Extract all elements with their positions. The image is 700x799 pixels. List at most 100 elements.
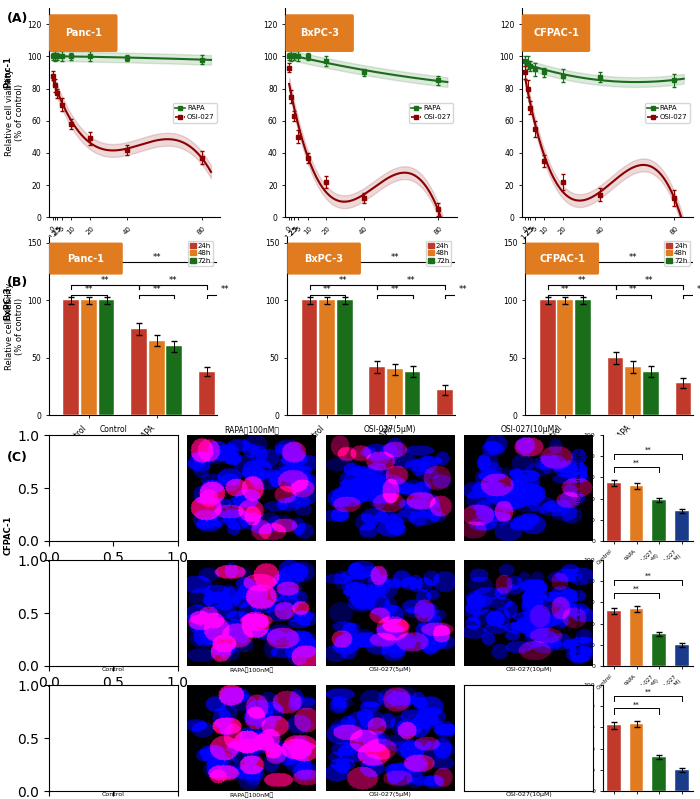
Text: **: ** (391, 285, 399, 294)
Text: **: ** (561, 285, 570, 294)
Bar (652, 499, 666, 541)
Bar (607, 611, 621, 666)
X-axis label: Control: Control (102, 793, 125, 797)
Legend: RAPA, OSI-027: RAPA, OSI-027 (645, 103, 689, 122)
Y-axis label: Relative cell viability
(% of control): Relative cell viability (% of control) (5, 69, 24, 157)
Text: **: ** (645, 573, 651, 579)
Text: **: ** (645, 689, 651, 694)
Bar (575, 300, 591, 415)
Bar (234, 398, 250, 415)
Text: CFPAC-1: CFPAC-1 (539, 253, 585, 264)
Y-axis label: Relative cell viability
(% of control): Relative cell viability (% of control) (5, 283, 24, 370)
Bar (630, 724, 643, 791)
Text: **: ** (629, 285, 638, 294)
Bar (438, 390, 453, 415)
FancyBboxPatch shape (522, 14, 590, 52)
Bar (199, 372, 215, 415)
Y-axis label: EdU-positive cells ratio(%): EdU-positive cells ratio(%) (578, 571, 582, 654)
Text: Panc-1: Panc-1 (4, 56, 13, 88)
Text: **: ** (629, 253, 638, 262)
Text: **: ** (645, 447, 651, 453)
Bar (81, 300, 97, 415)
Text: (C): (C) (7, 451, 28, 464)
Bar (652, 757, 666, 791)
Bar (319, 300, 335, 415)
Text: **: ** (169, 276, 177, 285)
Text: CFPAC-1: CFPAC-1 (533, 28, 579, 38)
Bar (387, 369, 403, 415)
Bar (132, 329, 147, 415)
Legend: 24h, 48h, 72h: 24h, 48h, 72h (426, 240, 452, 265)
Text: **: ** (634, 702, 640, 707)
FancyBboxPatch shape (49, 14, 118, 52)
X-axis label: Drug concentration(μM): Drug concentration(μM) (321, 241, 421, 251)
Text: **: ** (101, 276, 110, 285)
Bar (652, 634, 666, 666)
Bar (643, 372, 659, 415)
Text: CFPAC-1: CFPAC-1 (4, 515, 13, 555)
X-axis label: OSI-027(10μM): OSI-027(10μM) (505, 667, 552, 673)
Legend: RAPA, OSI-027: RAPA, OSI-027 (409, 103, 453, 122)
Bar (217, 379, 232, 415)
Bar (473, 406, 489, 415)
Bar (608, 358, 624, 415)
Bar (607, 483, 621, 541)
Text: **: ** (458, 285, 467, 294)
Bar (676, 383, 692, 415)
Title: OSI-027(5μM): OSI-027(5μM) (364, 425, 416, 434)
Text: Panc-1: Panc-1 (67, 253, 104, 264)
Bar (337, 300, 353, 415)
Title: Control: Control (99, 425, 127, 434)
Text: **: ** (578, 276, 586, 285)
Bar (630, 486, 643, 541)
FancyBboxPatch shape (525, 243, 599, 275)
Legend: 24h, 48h, 72h: 24h, 48h, 72h (188, 240, 214, 265)
Bar (99, 300, 114, 415)
X-axis label: OSI-027(5μM): OSI-027(5μM) (369, 793, 412, 797)
Legend: RAPA, OSI-027: RAPA, OSI-027 (172, 103, 217, 122)
Bar (302, 300, 317, 415)
Title: OSI-027(10μM): OSI-027(10μM) (500, 425, 557, 434)
Bar (149, 340, 164, 415)
Bar (676, 645, 689, 666)
X-axis label: RAPA（100nM）: RAPA（100nM） (230, 793, 274, 798)
Title: RAPA（100nM）: RAPA（100nM） (225, 425, 279, 434)
Text: BxPC-3: BxPC-3 (4, 287, 13, 320)
Y-axis label: EdU-positive cells ratio(%): EdU-positive cells ratio(%) (578, 447, 582, 530)
X-axis label: OSI-027(5μM): OSI-027(5μM) (369, 667, 412, 673)
FancyBboxPatch shape (49, 243, 122, 275)
Text: **: ** (634, 459, 640, 466)
Text: (B): (B) (7, 276, 28, 288)
Text: **: ** (153, 285, 161, 294)
Text: BxPC-3: BxPC-3 (304, 253, 344, 264)
Text: **: ** (220, 285, 229, 294)
Bar (64, 300, 79, 415)
Text: **: ** (85, 285, 93, 294)
Bar (405, 372, 421, 415)
Text: **: ** (407, 276, 416, 285)
Text: **: ** (153, 253, 161, 262)
Bar (540, 300, 556, 415)
Text: BxPC-3: BxPC-3 (300, 28, 339, 38)
Text: **: ** (391, 253, 399, 262)
Text: **: ** (634, 586, 640, 592)
Text: **: ** (323, 285, 331, 294)
Bar (630, 609, 643, 666)
Bar (370, 367, 385, 415)
Y-axis label: EdU-positive cells ratio(%): EdU-positive cells ratio(%) (578, 697, 582, 780)
Text: Panc-1: Panc-1 (65, 28, 101, 38)
X-axis label: Drug concentration(μM): Drug concentration(μM) (557, 241, 658, 251)
FancyBboxPatch shape (287, 243, 361, 275)
Text: **: ** (696, 285, 700, 294)
Text: **: ** (340, 276, 348, 285)
Bar (167, 346, 182, 415)
Text: (A): (A) (7, 12, 29, 25)
FancyBboxPatch shape (286, 14, 354, 52)
Bar (455, 396, 470, 415)
X-axis label: RAPA（100nM）: RAPA（100nM） (230, 667, 274, 673)
Bar (607, 725, 621, 791)
Legend: 24h, 48h, 72h: 24h, 48h, 72h (664, 240, 690, 265)
X-axis label: Drug concentration(μM): Drug concentration(μM) (84, 241, 185, 251)
X-axis label: OSI-027(10μM): OSI-027(10μM) (505, 793, 552, 797)
Bar (693, 390, 700, 415)
